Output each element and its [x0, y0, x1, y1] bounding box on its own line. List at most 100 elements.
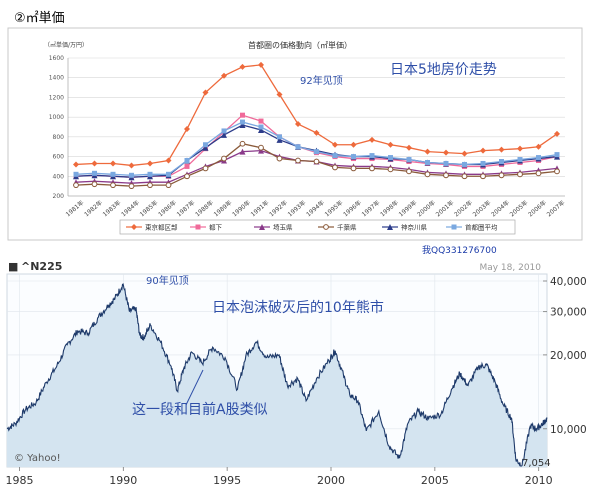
series-point	[369, 165, 375, 172]
nikkei-area	[7, 284, 547, 467]
series-point	[277, 134, 282, 140]
top-x-tick-label: 1991年	[249, 199, 270, 219]
series-point	[92, 170, 97, 176]
top-chart-grid: 200 400 600 800 1000 1200 1400 1600	[49, 55, 565, 200]
series-point	[239, 63, 246, 70]
legend-label: 首都圏平均	[465, 223, 498, 232]
top-x-tick-label: 2006年	[526, 199, 547, 219]
legend-label: 千葉県	[337, 223, 357, 232]
series-point	[202, 144, 209, 151]
series-都下	[73, 112, 560, 180]
annotation-bear-market: 日本泡沫破灭后的10年熊市	[212, 299, 384, 316]
series-point	[295, 144, 301, 150]
series-point	[240, 112, 245, 118]
series-point	[443, 149, 449, 156]
series-point	[388, 155, 393, 161]
nikkei-x-ticks: 1985 1990 1995 2000 2005 2010	[5, 467, 553, 487]
series-point	[313, 129, 320, 136]
series-point	[221, 72, 227, 79]
top-x-tick-label: 1994年	[304, 199, 325, 219]
series-point	[536, 155, 541, 161]
top-chart-ylabel: （㎡単価/万円）	[44, 41, 88, 49]
series-point	[110, 182, 116, 189]
annotation-a-share: 这一段和目前A股类似	[132, 401, 268, 418]
top-x-tick-label: 1988年	[193, 199, 214, 219]
top-y-tick-label: 800	[53, 134, 65, 141]
series-point	[276, 136, 283, 143]
series-point	[221, 128, 227, 134]
series-point	[461, 150, 468, 157]
series-point	[258, 61, 264, 68]
series-東京都区部	[73, 61, 560, 169]
legend-swatch-marker	[259, 224, 265, 230]
legend-label: 都下	[209, 224, 223, 232]
legend-swatch-marker	[451, 224, 457, 230]
series-point	[184, 158, 190, 164]
series-point	[110, 171, 116, 177]
series-point	[91, 160, 98, 167]
series-point	[499, 159, 504, 164]
series-point	[387, 141, 394, 148]
top-y-tick-label: 1400	[49, 75, 64, 82]
series-千葉県	[73, 140, 560, 190]
series-point	[203, 142, 208, 148]
annotation-90-peak: 90年见顶	[146, 274, 189, 287]
series-point	[73, 171, 79, 177]
series-point	[480, 160, 486, 166]
series-point	[535, 170, 542, 177]
top-x-tick-label: 2002年	[452, 199, 473, 219]
nikkei-y-ticks: 40,000 30,000 20,000 10,000	[543, 276, 587, 436]
series-point	[165, 157, 172, 164]
top-x-tick-label: 1983年	[101, 199, 122, 219]
series-point	[147, 160, 153, 167]
series-point	[554, 130, 560, 137]
nikkei-x-tick-label: 1990	[109, 474, 137, 487]
top-x-tick-label: 1982年	[82, 199, 103, 219]
top-x-tick-label: 2007年	[545, 199, 566, 219]
series-point	[480, 147, 486, 154]
series-point	[258, 144, 264, 151]
series-point	[535, 143, 542, 150]
annotation-arrow	[185, 369, 204, 406]
top-x-tick-label: 2001年	[434, 199, 455, 219]
top-y-tick-label: 1200	[49, 94, 64, 101]
series-point	[276, 155, 283, 162]
top-chart-legend: 東京都区部 都下 埼玉県 千葉県 神奈川県 首都圏平均	[126, 223, 498, 232]
series-point	[239, 140, 246, 147]
series-point	[240, 119, 245, 125]
series-point	[258, 126, 264, 133]
top-x-tick-label: 2005年	[508, 199, 529, 219]
nikkei-title: ^N225	[21, 260, 62, 273]
nikkei-x-tick-label: 2010	[525, 474, 553, 487]
series-point	[239, 148, 246, 155]
series-point	[184, 173, 190, 180]
series-point	[221, 155, 227, 162]
series-point	[147, 182, 153, 189]
series-point	[73, 161, 79, 168]
top-x-tick-label: 2003年	[471, 199, 492, 219]
series-point	[276, 91, 283, 98]
series-point	[424, 148, 431, 155]
top-x-tick-label: 1993年	[286, 199, 307, 219]
series-point	[166, 171, 171, 177]
nikkei-date: May 18, 2010	[479, 263, 541, 273]
top-x-tick-label: 1990年	[230, 199, 251, 219]
series-point	[461, 173, 468, 180]
nikkei-x-tick-label: 2000	[317, 474, 345, 487]
series-point	[425, 159, 430, 165]
series-point	[369, 153, 375, 159]
series-point	[295, 157, 301, 164]
series-point	[406, 157, 412, 163]
annotation-5-regions: 日本5地房价走势	[390, 62, 497, 78]
top-chart-x-ticks: 1981年1982年1983年1984年1985年1986年1987年1988年…	[64, 199, 566, 219]
series-point	[351, 154, 356, 160]
top-y-tick-label: 600	[53, 154, 65, 161]
series-point	[184, 163, 190, 169]
series-point	[554, 152, 560, 158]
series-point	[91, 181, 98, 188]
top-y-tick-label: 200	[53, 193, 65, 200]
series-point	[387, 166, 394, 173]
series-point	[110, 160, 116, 167]
series-point	[369, 136, 375, 143]
